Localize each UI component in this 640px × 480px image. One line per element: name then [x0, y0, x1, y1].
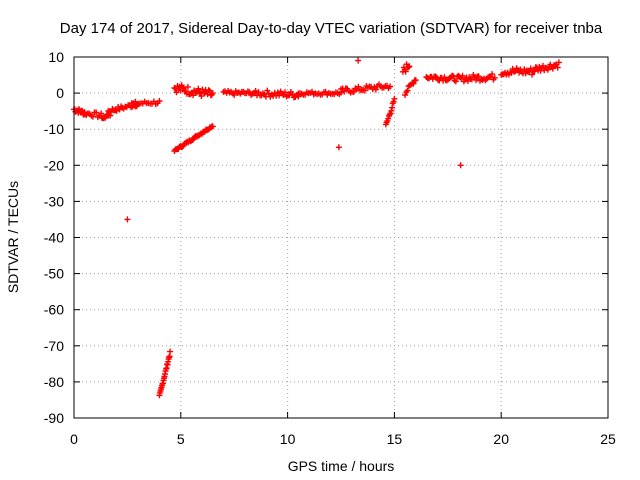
data-point	[209, 123, 216, 130]
data-point	[473, 77, 479, 84]
data-point	[402, 92, 409, 98]
x-tick-label: 0	[70, 431, 78, 447]
y-tick-label: -20	[44, 157, 64, 173]
data-point	[102, 114, 109, 121]
data-point	[98, 110, 105, 117]
data-point	[355, 57, 362, 64]
data-point	[402, 68, 409, 75]
chart-title: Day 174 of 2017, Sidereal Day-to-day VTE…	[60, 20, 603, 37]
data-point	[289, 91, 296, 98]
data-point	[93, 109, 100, 116]
y-tick-label: 0	[56, 85, 64, 101]
data-point	[412, 77, 419, 84]
y-tick-label: -60	[44, 302, 64, 318]
data-point	[489, 71, 496, 78]
data-point	[386, 111, 393, 118]
x-tick-label: 25	[600, 431, 616, 447]
data-points	[71, 57, 562, 399]
y-tick-label: -80	[44, 374, 64, 390]
data-point	[265, 90, 272, 97]
data-point	[529, 71, 535, 78]
x-tick-label: 20	[493, 431, 509, 447]
data-point	[184, 83, 191, 90]
y-tick-label: -10	[44, 121, 64, 137]
data-point	[179, 84, 186, 91]
data-point	[355, 83, 362, 90]
data-point	[549, 65, 556, 72]
grid	[74, 57, 608, 418]
data-point	[173, 89, 180, 96]
data-point	[282, 89, 288, 96]
data-point	[156, 98, 163, 104]
y-tick-label: -50	[44, 266, 64, 282]
y-tick-label: -70	[44, 338, 64, 354]
data-point	[555, 59, 562, 66]
data-point	[231, 91, 238, 98]
data-point	[335, 144, 342, 151]
data-point	[387, 83, 394, 90]
x-tick-label: 10	[280, 431, 296, 447]
y-tick-label: 10	[48, 49, 64, 65]
data-point	[491, 74, 498, 81]
data-point	[410, 80, 417, 87]
data-point	[286, 92, 293, 99]
data-point	[167, 348, 174, 355]
data-point	[198, 93, 205, 99]
data-point	[255, 89, 262, 96]
data-point	[441, 74, 448, 81]
x-tick-label: 15	[387, 431, 403, 447]
y-axis-label: SDTVAR / TECUs	[5, 181, 21, 293]
data-point	[459, 72, 466, 79]
data-point	[406, 63, 413, 70]
x-axis-label: GPS time / hours	[288, 458, 395, 474]
data-point	[404, 87, 411, 94]
data-point	[391, 95, 398, 102]
x-tick-label: 5	[177, 431, 185, 447]
data-point	[190, 92, 197, 99]
data-point	[452, 78, 459, 85]
data-point	[457, 162, 464, 169]
y-tick-label: -40	[44, 230, 64, 246]
data-point	[390, 98, 397, 105]
data-point	[554, 64, 561, 71]
data-point	[361, 87, 368, 94]
data-point	[195, 85, 202, 92]
data-point	[544, 66, 551, 73]
data-point	[405, 64, 412, 71]
data-point	[372, 86, 379, 93]
data-point	[124, 216, 131, 223]
axis-ticks: 0 5 10 15 20 25 -90 -80 -70 -60 -50 -40 -30 -20 -10 0 10	[44, 49, 616, 447]
y-tick-label: -90	[44, 410, 64, 426]
y-tick-label: -30	[44, 193, 64, 209]
data-point	[388, 107, 395, 114]
data-point	[350, 89, 357, 95]
data-point	[205, 87, 212, 94]
data-point	[206, 88, 213, 94]
data-point	[209, 90, 216, 97]
